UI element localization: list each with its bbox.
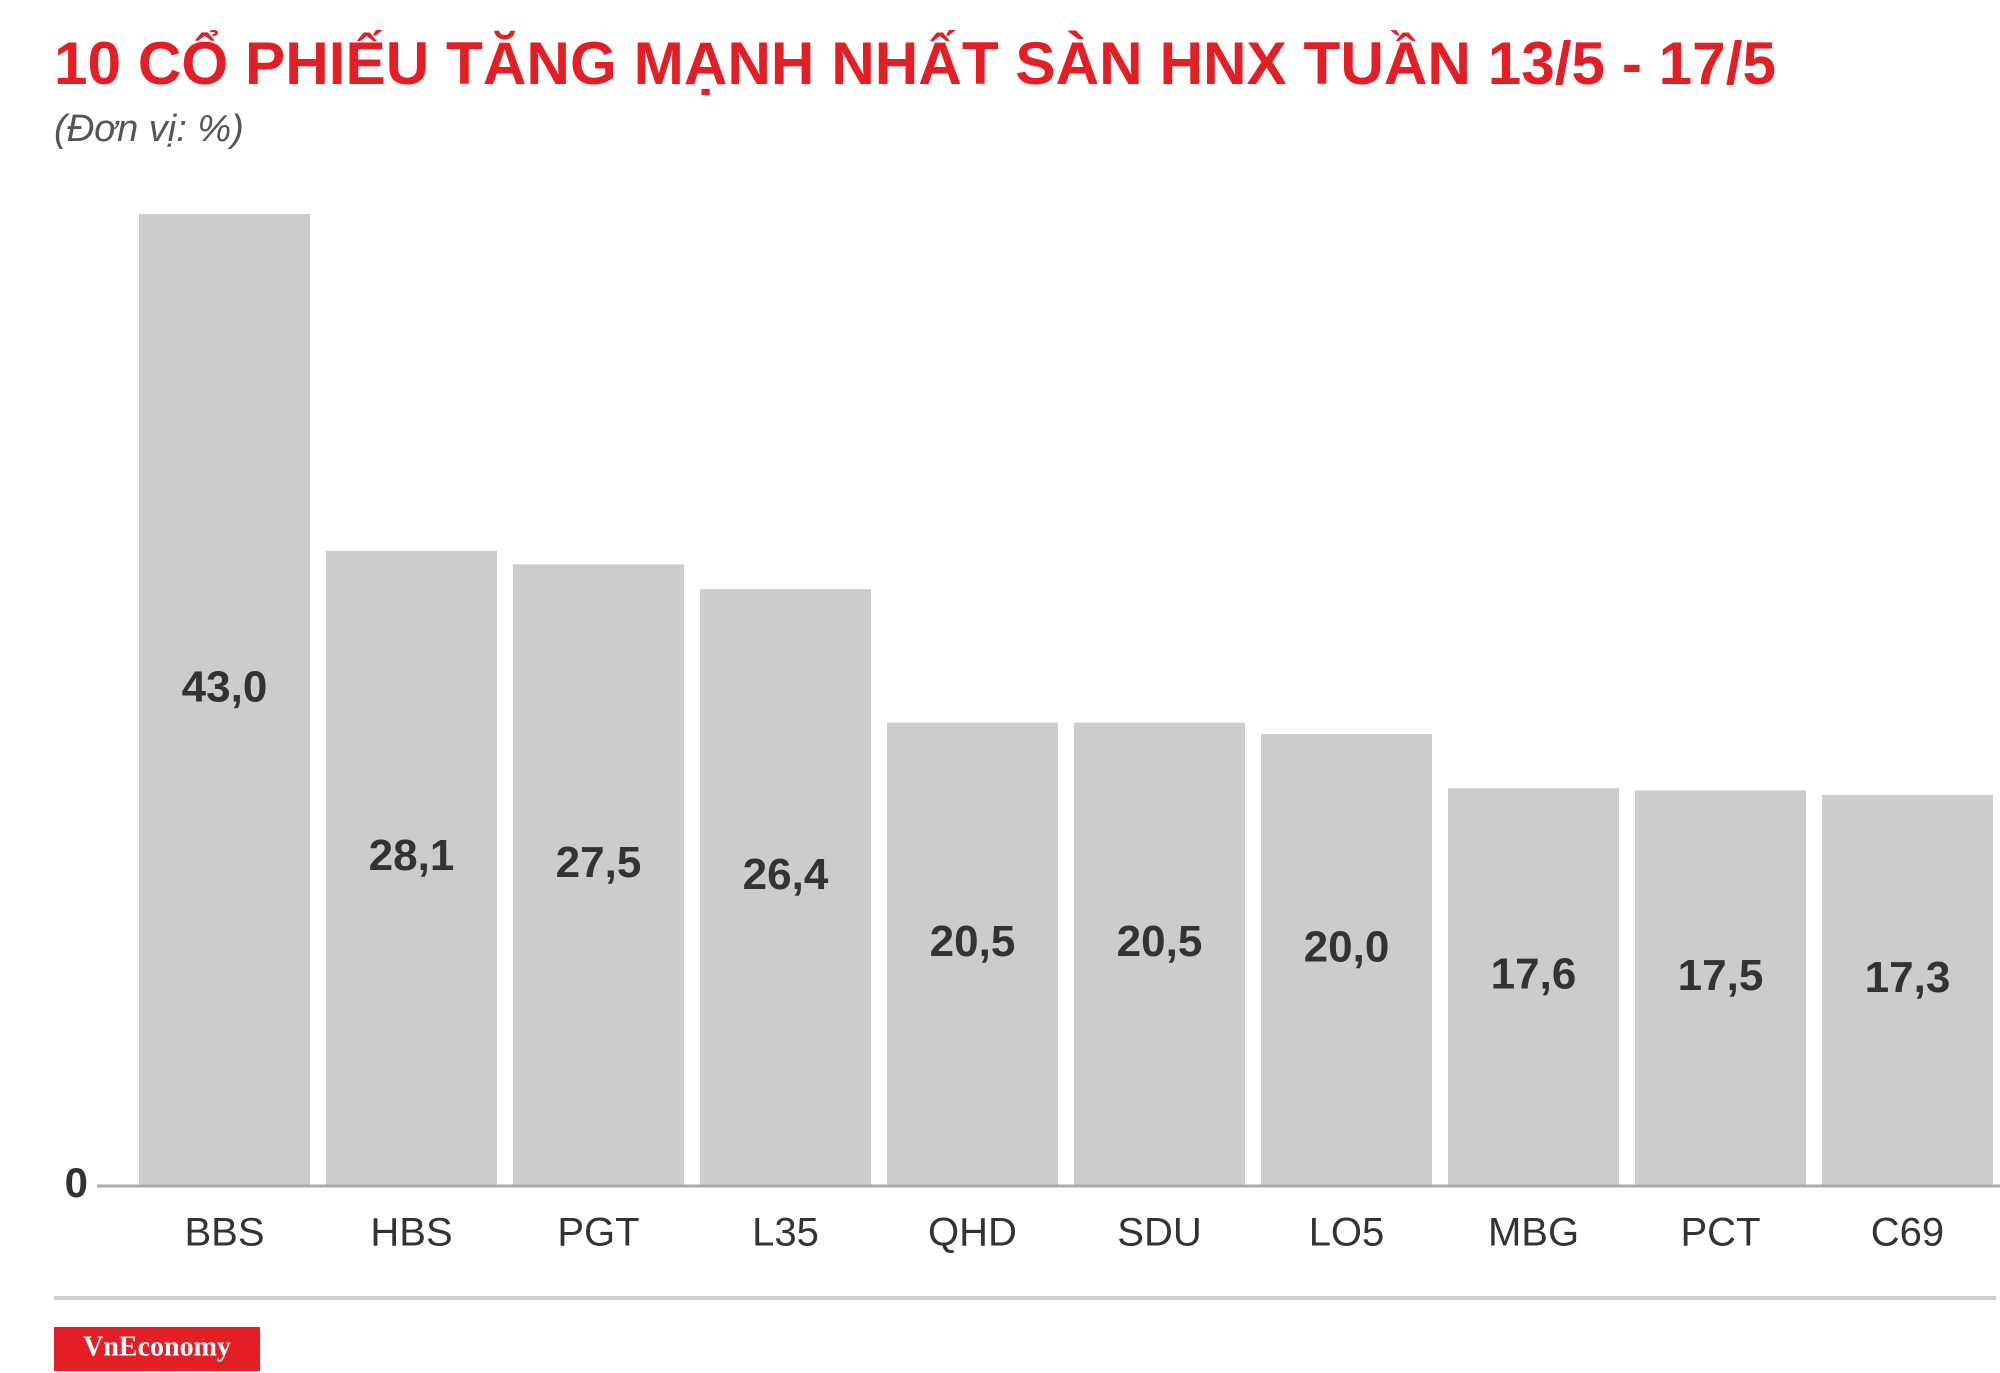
x-tick-label: MBG: [1488, 1211, 1579, 1255]
value-label: 17,3: [1865, 953, 1951, 1002]
bar: [139, 214, 310, 1186]
bar: [1822, 794, 1993, 1186]
value-label: 20,0: [1304, 923, 1390, 972]
x-tick-label: PGT: [557, 1211, 639, 1255]
value-label: 20,5: [1117, 917, 1203, 966]
x-tick-label: LO5: [1309, 1211, 1385, 1255]
bar: [1074, 722, 1245, 1186]
bar: [326, 550, 497, 1186]
value-label: 20,5: [930, 917, 1016, 966]
x-tick-label: C69: [1871, 1211, 1944, 1255]
brand: VnEconomy: [83, 1331, 231, 1362]
value-label: 26,4: [743, 850, 829, 899]
x-tick-label: SDU: [1117, 1211, 1201, 1255]
x-tick-label: QHD: [928, 1211, 1017, 1255]
bar: [513, 564, 684, 1186]
bar: [887, 722, 1058, 1186]
y-tick-label: 0: [65, 1159, 88, 1206]
brand-box: [54, 1327, 260, 1371]
chart-subtitle: (Đơn vị: %): [54, 108, 244, 150]
bar: [1635, 790, 1806, 1186]
x-tick-label: BBS: [184, 1211, 264, 1255]
value-label: 17,6: [1491, 950, 1577, 999]
x-tick-label: L35: [752, 1211, 819, 1255]
value-label: 17,5: [1678, 951, 1764, 1000]
bar: [1261, 733, 1432, 1186]
x-tick-label: PCT: [1681, 1211, 1761, 1255]
value-label: 27,5: [556, 838, 642, 887]
x-tick-label: HBS: [370, 1211, 452, 1255]
value-label: 28,1: [369, 831, 455, 880]
chart-title: 10 CỔ PHIẾU TĂNG MẠNH NHẤT SÀN HNX TUẦN …: [54, 30, 1776, 97]
bar: [700, 589, 871, 1186]
bar: [1448, 788, 1619, 1186]
value-label: 43,0: [182, 663, 268, 712]
